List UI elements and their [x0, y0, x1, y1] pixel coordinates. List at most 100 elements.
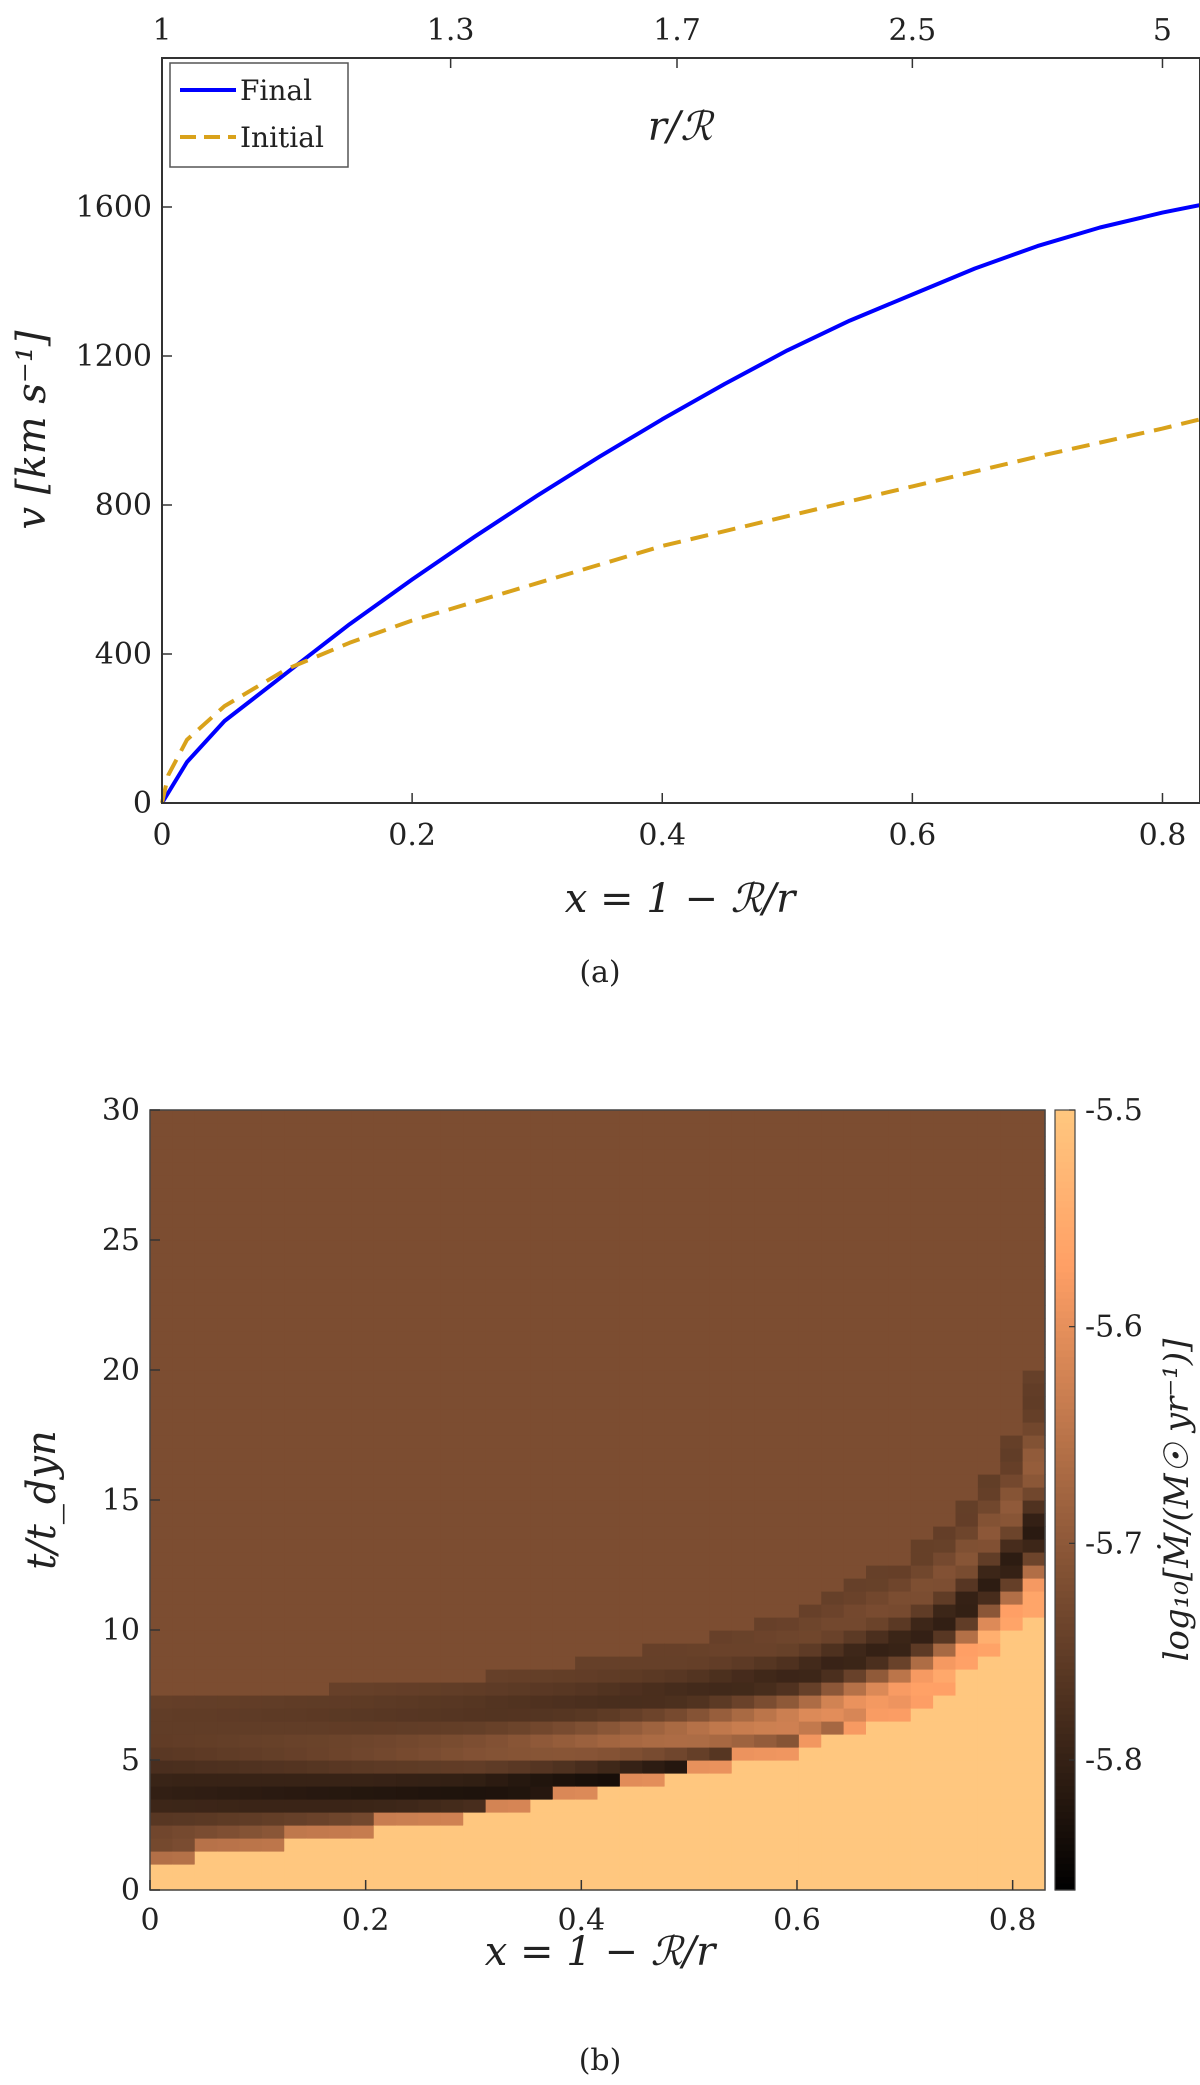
heatmap-cell: [642, 1461, 666, 1475]
heatmap-cell: [642, 1344, 666, 1358]
heatmap-cell: [239, 1799, 263, 1813]
heatmap-cell: [1022, 1656, 1046, 1670]
heatmap-cell: [754, 1279, 778, 1293]
heatmap-cell: [776, 1812, 800, 1826]
heatmap-cell: [508, 1474, 531, 1488]
heatmap-cell: [373, 1799, 397, 1813]
heatmap-cell: [440, 1175, 464, 1189]
heatmap-cell: [888, 1383, 912, 1397]
heatmap-cell: [306, 1240, 330, 1254]
top-axis-label: r/ℛ: [648, 104, 716, 150]
heatmap-cell: [284, 1357, 308, 1371]
heatmap-cell: [172, 1877, 196, 1891]
heatmap-cell: [329, 1838, 352, 1852]
heatmap-cell: [552, 1734, 576, 1748]
heatmap-cell: [373, 1708, 397, 1722]
heatmap-cell: [776, 1578, 800, 1592]
heatmap-cell: [798, 1461, 822, 1475]
heatmap-cell: [261, 1604, 285, 1618]
heatmap-cell: [150, 1422, 173, 1436]
heatmap-cell: [597, 1630, 621, 1644]
heatmap-cell: [396, 1240, 420, 1254]
heatmap-cell: [977, 1669, 1001, 1683]
heatmap-cell: [530, 1201, 554, 1215]
heatmap-cell: [575, 1175, 599, 1189]
heatmap-cell: [194, 1812, 218, 1826]
heatmap-cell: [217, 1877, 241, 1891]
heatmap-cell: [709, 1253, 733, 1267]
heatmap-cell: [619, 1175, 643, 1189]
heatmap-cell: [977, 1682, 1001, 1696]
heatmap-cell: [329, 1149, 352, 1163]
heatmap-cell: [150, 1318, 173, 1332]
heatmap-cell: [239, 1292, 263, 1306]
heatmap-cell: [373, 1136, 397, 1150]
colorbar-segment: [1055, 1513, 1075, 1521]
heatmap-cell: [150, 1136, 173, 1150]
heatmap-cell: [798, 1409, 822, 1423]
heatmap-cell: [955, 1565, 979, 1579]
heatmap-cell: [485, 1175, 509, 1189]
heatmap-cell: [552, 1539, 576, 1553]
heatmap-cell: [933, 1630, 957, 1644]
heatmap-cell: [261, 1305, 285, 1319]
heatmap-cell: [843, 1227, 867, 1241]
heatmap-cell: [284, 1110, 308, 1124]
heatmap-cell: [888, 1565, 912, 1579]
heatmap-cell: [217, 1214, 241, 1228]
heatmap-cell: [485, 1357, 509, 1371]
heatmap-cell: [239, 1136, 263, 1150]
heatmap-cell: [217, 1539, 241, 1553]
heatmap-cell: [843, 1149, 867, 1163]
heatmap-cell: [508, 1448, 531, 1462]
heatmap-cell: [239, 1591, 263, 1605]
heatmap-cell: [619, 1396, 643, 1410]
heatmap-cell: [217, 1344, 241, 1358]
heatmap-cell: [709, 1409, 733, 1423]
heatmap-cell: [619, 1448, 643, 1462]
heatmap-cell: [933, 1240, 957, 1254]
heatmap-cell: [463, 1799, 487, 1813]
heatmap-cell: [687, 1123, 710, 1137]
heatmap-cell: [642, 1240, 666, 1254]
heatmap-cell: [217, 1162, 241, 1176]
heatmap-cell: [440, 1409, 464, 1423]
heatmap-cell: [910, 1617, 934, 1631]
heatmap-cell: [172, 1773, 196, 1787]
heatmap-cell: [776, 1825, 800, 1839]
heatmap-cell: [463, 1721, 487, 1735]
heatmap-cell: [955, 1825, 979, 1839]
heatmap-cell: [351, 1201, 375, 1215]
heatmap-cell: [597, 1695, 621, 1709]
heatmap-cell: [1022, 1630, 1046, 1644]
heatmap-cell: [508, 1383, 531, 1397]
heatmap-cell: [1022, 1591, 1046, 1605]
heatmap-cell: [642, 1474, 666, 1488]
heatmap-cell: [440, 1734, 464, 1748]
heatmap-cell: [754, 1435, 778, 1449]
heatmap-cell: [933, 1188, 957, 1202]
colorbar-segment: [1055, 1669, 1075, 1677]
heatmap-cell: [418, 1500, 442, 1514]
heatmap-cell: [485, 1110, 509, 1124]
heatmap-cell: [955, 1422, 979, 1436]
legend-box: [169, 62, 349, 168]
heatmap-cell: [888, 1448, 912, 1462]
colorbar-segment: [1055, 1662, 1075, 1670]
heatmap-cell: [396, 1591, 420, 1605]
heatmap-cell: [530, 1708, 554, 1722]
heatmap-cell: [396, 1643, 420, 1657]
heatmap-cell: [709, 1526, 733, 1540]
heatmap-cell: [977, 1461, 1001, 1475]
heatmap-cell: [261, 1292, 285, 1306]
heatmap-cell: [396, 1500, 420, 1514]
heatmap-cell: [485, 1396, 509, 1410]
heatmap-cell: [217, 1630, 241, 1644]
colorbar-segment: [1055, 1454, 1075, 1462]
heatmap-cell: [239, 1318, 263, 1332]
heatmap-cell: [798, 1552, 822, 1566]
heatmap-cell: [485, 1617, 509, 1631]
heatmap-cell: [373, 1292, 397, 1306]
heatmap-cell: [217, 1500, 241, 1514]
heatmap-cell: [597, 1656, 621, 1670]
